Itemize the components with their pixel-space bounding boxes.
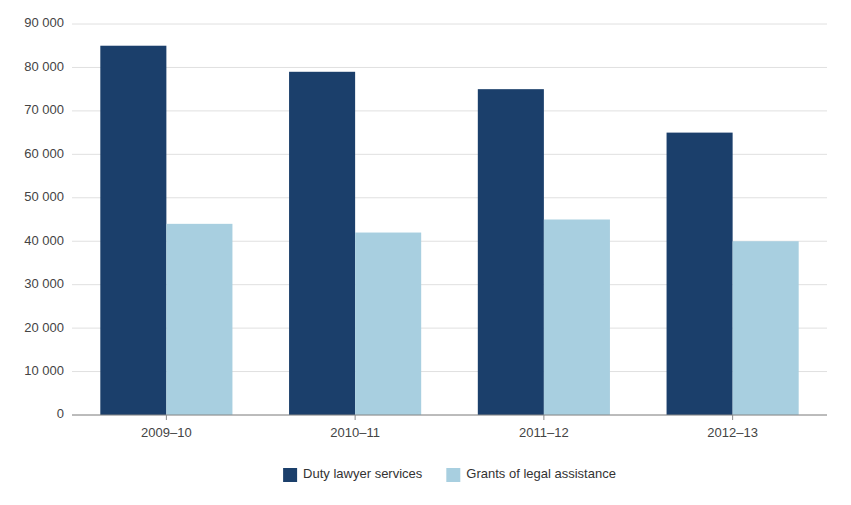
y-tick-label: 70 000 [24,102,64,117]
y-tick-label: 60 000 [24,146,64,161]
x-tick-label: 2009–10 [141,425,192,440]
x-tick-label: 2011–12 [519,425,569,440]
bar [100,46,166,415]
x-tick-label: 2010–11 [330,425,380,440]
bar [289,72,355,415]
grid-line [72,24,827,25]
y-tick-label: 80 000 [24,59,64,74]
grid-line [72,415,827,416]
bar [478,89,544,415]
x-tick [732,415,733,420]
x-axis-line [72,415,827,416]
x-tick-label: 2012–13 [707,425,758,440]
legend-item: Grants of legal assistance [446,466,616,482]
legend-label: Grants of legal assistance [466,466,616,481]
y-tick-label: 40 000 [24,233,64,248]
bar [544,220,610,416]
y-tick-label: 20 000 [24,320,64,335]
y-axis: 0 10 000 20 000 30 000 40 000 50 000 60 000 70 … [24,15,827,421]
chart: 0 10 000 20 000 30 000 40 000 50 000 60 000 70 … [0,0,851,505]
y-tick-label: 30 000 [24,276,64,291]
bar [355,233,421,415]
legend-item: Duty lawyer services [283,466,423,482]
bar [166,224,232,415]
x-tick [355,415,356,420]
bar [733,241,799,415]
x-tick [543,415,544,420]
legend-label: Duty lawyer services [303,466,423,481]
legend-swatch [446,468,460,482]
y-tick-label: 50 000 [24,189,64,204]
y-tick-label: 10 000 [24,363,64,378]
bar [667,133,733,415]
y-tick-label: 0 [57,406,64,421]
grid-line [72,67,827,68]
x-tick [166,415,167,420]
x-axis: 2009–10 2010–11 2011–12 2012–13 [72,415,827,440]
bars [100,46,798,415]
grid-line [72,110,827,111]
legend-swatch [283,468,297,482]
chart-container: 0 10 000 20 000 30 000 40 000 50 000 60 000 70 … [0,0,851,505]
legend: Duty lawyer services Grants of legal assi… [283,466,616,482]
y-tick-label: 90 000 [24,15,64,30]
